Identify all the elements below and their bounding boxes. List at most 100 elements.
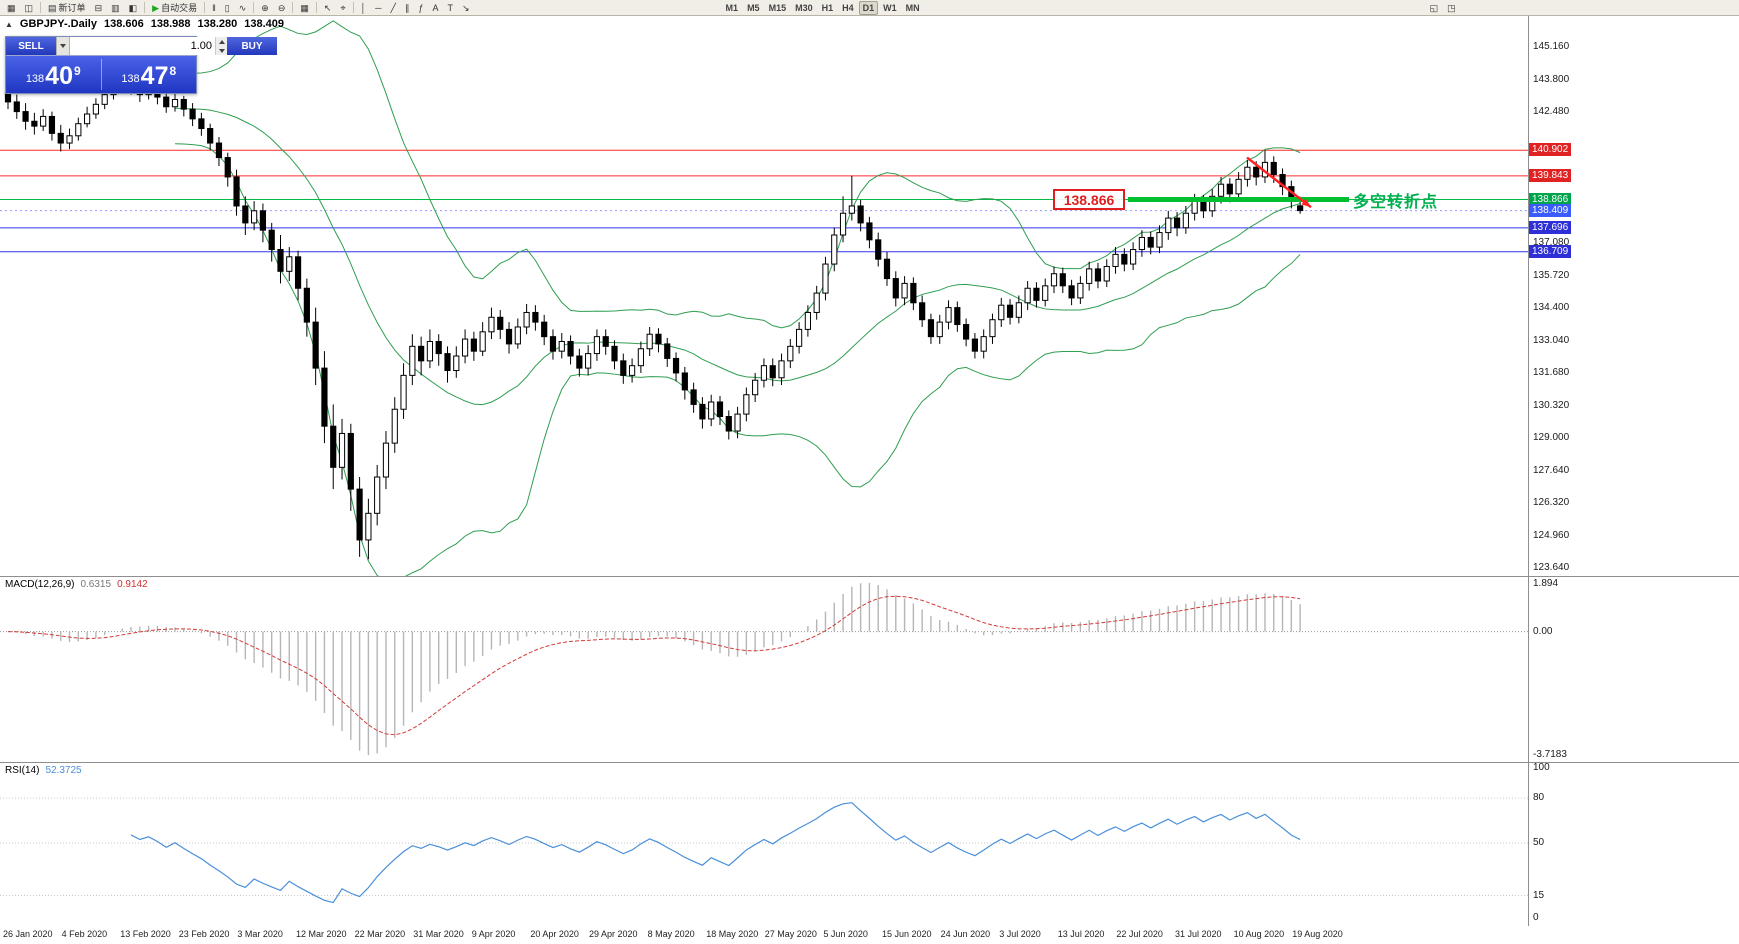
- crosshair-icon[interactable]: ⌖: [340, 2, 346, 13]
- volume-input[interactable]: [70, 37, 215, 55]
- buy-button[interactable]: BUY: [227, 37, 277, 55]
- tf-mn-button[interactable]: MN: [905, 2, 920, 13]
- date-label: 31 Jul 2020: [1175, 929, 1222, 939]
- price-axis-label: 143.800: [1533, 74, 1570, 86]
- tf-m1-button[interactable]: M1: [725, 2, 739, 13]
- chart-candles-icon[interactable]: ▯: [224, 2, 230, 13]
- price-axis-label: 137.080: [1533, 236, 1570, 248]
- price-axis-tag: 140.902: [1529, 143, 1572, 157]
- toolbar-separator: [253, 2, 255, 13]
- rsi-axis-label: 100: [1533, 762, 1550, 773]
- sell-button[interactable]: SELL: [6, 37, 56, 55]
- vertical-line-tool-icon[interactable]: │: [360, 2, 367, 13]
- date-label: 18 May 2020: [706, 929, 759, 939]
- chart-shift-icon[interactable]: ◳: [1447, 2, 1456, 13]
- bid-price-display[interactable]: 138 40 9: [25, 62, 81, 90]
- quote-open: 138.606: [103, 18, 144, 30]
- chart-bars-icon[interactable]: ‖: [212, 2, 216, 13]
- one-click-toggle-icon[interactable]: ▲: [5, 19, 13, 29]
- trend-arrow[interactable]: [1246, 156, 1312, 209]
- volume-down-button[interactable]: [216, 46, 227, 55]
- trendline-tool-icon[interactable]: ╱: [390, 2, 396, 13]
- chart-line-icon[interactable]: ∿: [238, 2, 247, 13]
- date-label: 24 Jun 2020: [940, 929, 991, 939]
- quote-close: 138.409: [244, 18, 285, 30]
- toolbar-separator: [204, 2, 206, 13]
- arrows-tool-icon[interactable]: ↘: [462, 2, 470, 13]
- date-label: 29 Apr 2020: [589, 929, 638, 939]
- chart-scroll-icon[interactable]: ◱: [1429, 2, 1439, 13]
- ask-price-display[interactable]: 138 47 8: [121, 62, 177, 90]
- quote-line: ▲ GBPJPY-.Daily 138.606 138.988 138.280 …: [5, 18, 284, 30]
- tf-w1-button[interactable]: W1: [883, 2, 897, 13]
- horizontal-line-tool-icon[interactable]: ─: [375, 2, 382, 13]
- rsi-panel[interactable]: [0, 762, 1528, 926]
- new-chart-icon[interactable]: ▦: [7, 2, 16, 13]
- date-label: 15 Jun 2020: [882, 929, 932, 939]
- caret-down-icon: [218, 48, 225, 53]
- price-axis-line: [1528, 16, 1529, 944]
- chart-profiles-icon[interactable]: ◫: [24, 2, 34, 13]
- navigator-icon[interactable]: ◧: [128, 2, 138, 13]
- tf-m15-button[interactable]: M15: [768, 2, 787, 13]
- price-axis-tag: 139.843: [1529, 168, 1572, 182]
- price-axis-label: 127.640: [1533, 465, 1570, 477]
- toolbar-separator: [292, 2, 294, 13]
- date-label: 13 Feb 2020: [120, 929, 171, 939]
- macd-panel[interactable]: [0, 576, 1528, 762]
- chevron-down-icon: [60, 44, 66, 48]
- cursor-icon[interactable]: ↖: [323, 2, 332, 13]
- text-tool-icon[interactable]: A: [432, 2, 439, 13]
- price-axis-label: 129.000: [1533, 432, 1570, 444]
- date-label: 8 May 2020: [647, 929, 695, 939]
- toolbar-separator: [40, 2, 42, 13]
- tf-d1-button[interactable]: D1: [858, 0, 879, 15]
- tile-windows-icon[interactable]: ▦: [300, 2, 309, 13]
- tf-m30-button[interactable]: M30: [795, 2, 813, 13]
- date-label: 3 Mar 2020: [237, 929, 283, 939]
- channel-tool-icon[interactable]: ∥: [404, 2, 410, 13]
- price-axis-label: 124.960: [1533, 530, 1570, 542]
- main-chart[interactable]: [0, 16, 1528, 576]
- label-tool-icon[interactable]: T: [447, 2, 454, 13]
- price-divider: [100, 59, 102, 90]
- caret-up-icon: [218, 39, 225, 44]
- tf-m5-button[interactable]: M5: [747, 2, 760, 13]
- tf-h1-button[interactable]: H1: [821, 2, 834, 13]
- fibonacci-tool-icon[interactable]: ƒ: [418, 2, 424, 13]
- annotation-text[interactable]: 多空转折点: [1353, 194, 1439, 211]
- new-order-button[interactable]: ▤ 新订单: [48, 2, 86, 14]
- price-axis-tag: 136.709: [1529, 244, 1572, 258]
- volume-up-button[interactable]: [216, 37, 227, 46]
- rsi-axis-label: 15: [1533, 889, 1545, 901]
- quote-low: 138.280: [197, 18, 238, 30]
- macd-indicator-label: MACD(12,26,9) 0.6315 0.9142: [5, 579, 148, 590]
- date-label: 20 Apr 2020: [530, 929, 579, 939]
- price-axis-label: 123.640: [1533, 562, 1570, 573]
- price-callout[interactable]: 138.866: [1053, 189, 1125, 210]
- date-label: 13 Jul 2020: [1057, 929, 1105, 939]
- symbol-title: GBPJPY-.Daily: [19, 18, 97, 30]
- auto-trading-button[interactable]: ▶ 自动交易: [152, 2, 198, 14]
- tf-h4-button[interactable]: H4: [842, 2, 854, 13]
- data-window-icon[interactable]: ▥: [111, 2, 120, 13]
- price-axis-label: 142.480: [1533, 106, 1570, 118]
- zoom-out-icon[interactable]: ⊖: [277, 2, 286, 13]
- rsi-indicator-label: RSI(14) 52.3725: [5, 765, 82, 776]
- bid-price-tag: 138.409: [1529, 203, 1572, 217]
- order-type-dropdown[interactable]: [56, 37, 70, 55]
- rsi-panel-separator[interactable]: [0, 762, 1739, 763]
- date-label: 3 Jul 2020: [999, 929, 1041, 939]
- price-axis-label: 130.320: [1533, 400, 1570, 412]
- bollinger-band: [174, 143, 1301, 576]
- date-axis[interactable]: 26 Jan 2020 4 Feb 2020 13 Feb 2020 23 Feb 2…: [0, 926, 1739, 944]
- date-label: 27 May 2020: [764, 929, 817, 939]
- macd-panel-separator[interactable]: [0, 576, 1739, 577]
- toolbar-spacer: [475, 7, 721, 8]
- bollinger-band: [174, 107, 1301, 406]
- zoom-in-icon[interactable]: ⊕: [261, 2, 269, 13]
- date-label: 5 Jun 2020: [823, 929, 868, 939]
- date-label: 9 Apr 2020: [471, 929, 516, 939]
- market-watch-icon[interactable]: ⊟: [94, 2, 103, 13]
